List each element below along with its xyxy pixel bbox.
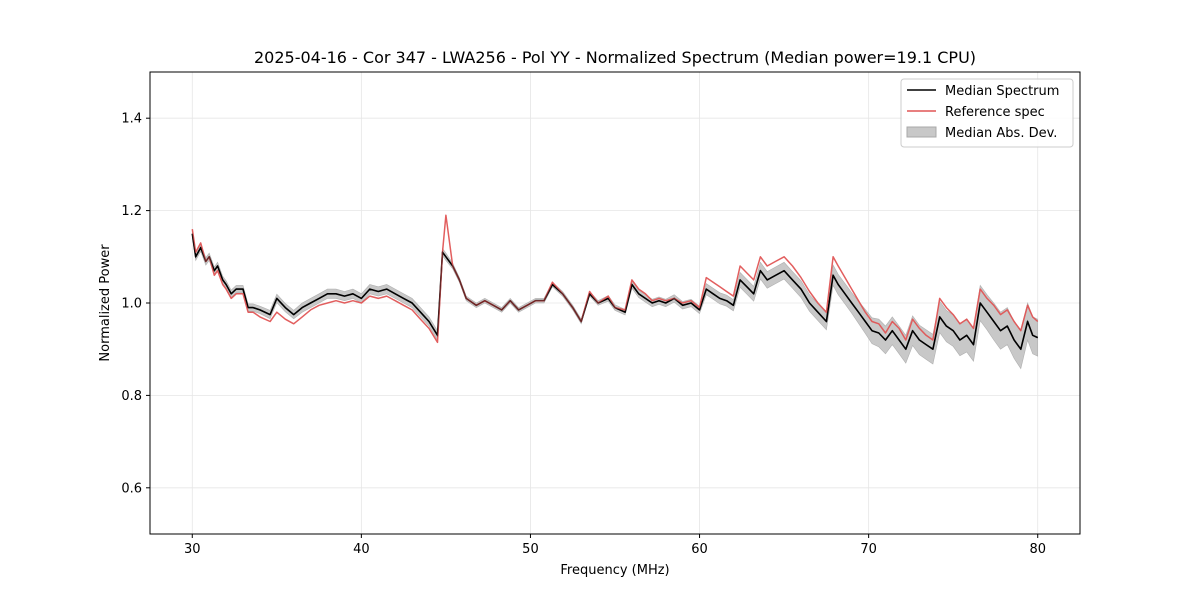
x-tick-label: 70	[860, 542, 877, 557]
reference-spec-line	[191, 214, 1039, 344]
y-tick-label: 1.4	[121, 112, 142, 127]
series-layer	[191, 214, 1039, 351]
y-tick-label: 1.0	[121, 297, 142, 312]
y-tick-label: 1.2	[121, 204, 142, 219]
legend: Median Spectrum Reference spec Median Ab…	[900, 78, 1074, 148]
legend-mad-swatch	[906, 126, 937, 138]
x-axis-ticks: 30 40 50 60 70 80	[184, 534, 1046, 557]
y-axis-label: Normalized Power	[98, 244, 113, 362]
x-tick-label: 30	[184, 542, 201, 557]
median-spectrum-overlay	[191, 233, 1038, 351]
x-tick-label: 40	[353, 542, 370, 557]
y-axis-ticks: 0.6 0.8 1.0 1.2 1.4	[121, 112, 150, 496]
chart-title: 2025-04-16 - Cor 347 - LWA256 - Pol YY -…	[254, 48, 976, 67]
legend-mad-label: Median Abs. Dev.	[945, 126, 1057, 141]
x-tick-label: 50	[522, 542, 539, 557]
x-tick-label: 80	[1029, 542, 1046, 557]
x-axis-label: Frequency (MHz)	[560, 563, 669, 578]
legend-box	[900, 78, 1074, 148]
x-tick-label: 60	[691, 542, 708, 557]
y-tick-label: 0.6	[121, 481, 142, 496]
legend-median-label: Median Spectrum	[945, 84, 1059, 99]
y-tick-label: 0.8	[121, 389, 142, 404]
legend-reference-label: Reference spec	[945, 105, 1045, 120]
